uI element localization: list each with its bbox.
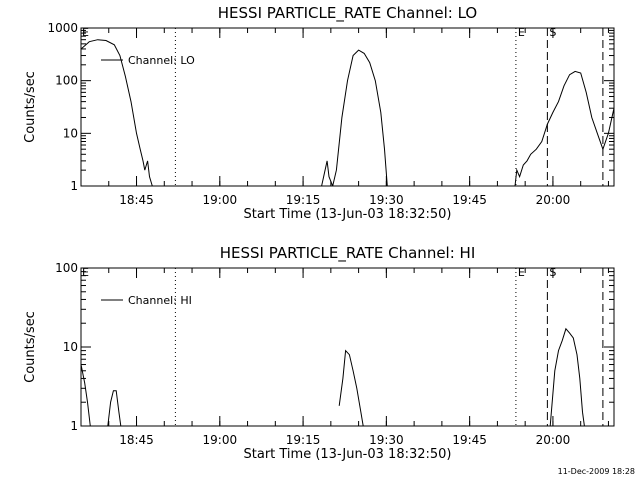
- panel-1: HESSI PARTICLE_RATE Channel: LO 1 10 100 100…: [23, 4, 615, 222]
- series-lines: [81, 39, 614, 186]
- series-line: [338, 349, 364, 426]
- y-tick-label: 100: [55, 74, 78, 88]
- marker-label-s: S: [549, 26, 556, 39]
- series-line: [107, 390, 122, 426]
- y-tick-label: 1000: [47, 21, 78, 35]
- series-line: [549, 327, 585, 426]
- x-tick-label: 20:00: [536, 433, 571, 447]
- series-line: [321, 49, 388, 186]
- chart-title: HESSI PARTICLE_RATE Channel: LO: [218, 4, 477, 23]
- x-tick-label: 19:45: [452, 193, 487, 207]
- legend: Channel: LO: [101, 54, 195, 67]
- footer-timestamp: 11-Dec-2009 18:28: [558, 467, 635, 476]
- x-tick-label: 19:00: [203, 433, 238, 447]
- panel-2: HESSI PARTICLE_RATE Channel: HI 1 10 100 18:…: [23, 244, 615, 462]
- x-axis-label: Start Time (13-Jun-03 18:32:50): [244, 447, 452, 462]
- y-tick-label: 10: [63, 126, 78, 140]
- series-line: [81, 364, 91, 426]
- x-tick-label: 20:00: [536, 193, 571, 207]
- series-lines: [81, 327, 585, 426]
- marker-label-e: E: [518, 266, 525, 279]
- series-line: [514, 70, 614, 186]
- x-tick-label: 19:30: [369, 433, 404, 447]
- y-axis-label: Counts/sec: [23, 311, 38, 383]
- y-tick-label: 10: [63, 340, 78, 354]
- plot-frame: [80, 27, 615, 187]
- x-tick-label: 19:15: [286, 433, 321, 447]
- marker-label-s: S: [549, 266, 556, 279]
- marker-lines: [174, 268, 604, 426]
- y-tick-label: 100: [55, 261, 78, 275]
- y-tick-label: 1: [70, 179, 78, 193]
- x-axis-label: Start Time (13-Jun-03 18:32:50): [244, 207, 452, 222]
- marker-label-e: E: [518, 26, 525, 39]
- legend-label: Channel: HI: [128, 294, 192, 307]
- legend: Channel: HI: [101, 294, 192, 307]
- marker-lines: [174, 28, 604, 186]
- series-line: [81, 39, 153, 186]
- y-tick-label: 1: [70, 419, 78, 433]
- x-tick-label: 19:00: [203, 193, 238, 207]
- x-tick-label: 19:45: [452, 433, 487, 447]
- legend-label: Channel: LO: [128, 54, 195, 67]
- marker-label-e-left: E: [82, 26, 89, 39]
- y-axis-label: Counts/sec: [23, 71, 38, 143]
- x-tick-label: 18:45: [119, 193, 154, 207]
- x-tick-label: 19:30: [369, 193, 404, 207]
- plot-frame: [80, 267, 615, 427]
- x-tick-label: 19:15: [286, 193, 321, 207]
- chart-title: HESSI PARTICLE_RATE Channel: HI: [220, 244, 476, 263]
- x-tick-label: 18:45: [119, 433, 154, 447]
- marker-label-e-left: E: [82, 266, 89, 279]
